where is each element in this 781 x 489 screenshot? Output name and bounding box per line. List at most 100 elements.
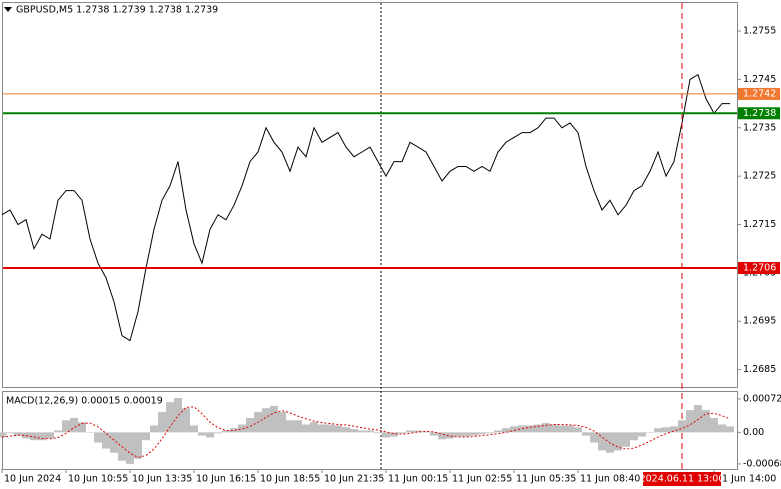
x-tick-label: 10 Jun 16:15 <box>196 474 256 485</box>
macd-bar <box>614 432 622 451</box>
price-line <box>1 73 730 342</box>
macd-bar <box>126 432 134 464</box>
macd-bar <box>446 432 454 439</box>
macd-bar <box>30 432 38 441</box>
macd-bar <box>590 432 598 443</box>
y-tick-label: 1.2745 <box>743 74 776 85</box>
macd-bar <box>462 432 470 437</box>
y-tick-label: 1.2755 <box>743 26 776 37</box>
macd-bar <box>206 432 214 438</box>
x-tick-label: 11 Jun 00:15 <box>388 474 448 485</box>
macd-bar <box>246 417 254 433</box>
macd-bar <box>198 432 206 436</box>
macd-bar <box>470 432 478 436</box>
macd-bar <box>62 420 70 433</box>
x-tick-label: 11 Jun 08:40 <box>580 474 640 485</box>
macd-bar <box>638 432 646 437</box>
macd-bar <box>534 424 542 433</box>
x-tick-label: 11 Jun 05:35 <box>516 474 576 485</box>
macd-bar <box>502 428 510 433</box>
macd-bar <box>422 431 430 433</box>
macd-bar <box>430 432 438 436</box>
y-tick-label: -0.00068 <box>743 458 781 469</box>
menu-arrow <box>4 7 12 12</box>
macd-bar <box>342 427 350 433</box>
macd-bar <box>326 424 334 433</box>
macd-bar <box>94 432 102 443</box>
macd-bar <box>686 410 694 433</box>
macd-bar <box>310 422 318 433</box>
macd-bar <box>646 432 654 433</box>
macd-bar <box>142 432 150 441</box>
macd-panel <box>2 391 738 470</box>
macd-bar <box>286 420 294 433</box>
x-tick-label: 10 Jun 18:55 <box>260 474 320 485</box>
macd-bar <box>390 432 398 437</box>
macd-bar <box>262 408 270 433</box>
y-tick-label: 0.00072 <box>743 393 781 404</box>
macd-bar <box>414 430 422 433</box>
macd-bar <box>302 424 310 433</box>
macd-bar <box>526 425 534 433</box>
macd-bar <box>102 432 110 449</box>
y-tick-label: 1.2735 <box>743 122 776 133</box>
macd-bar <box>630 432 638 441</box>
level-label: 1.2742 <box>743 88 776 99</box>
macd-bar <box>406 430 414 433</box>
plot: 1.27551.27451.27351.27251.27151.27051.26… <box>0 3 781 486</box>
macd-bar <box>478 432 486 435</box>
macd-bar <box>374 432 382 434</box>
macd-bar <box>158 411 166 433</box>
x-tick-label: 10 Jun 10:55 <box>68 474 128 485</box>
macd-bar <box>150 425 158 433</box>
macd-bar <box>174 398 182 433</box>
x-tick-label: 10 Jun 13:35 <box>132 474 192 485</box>
macd-bar <box>438 432 446 440</box>
macd-bar <box>278 411 286 433</box>
macd-bar <box>0 432 6 438</box>
x-tick-label: 10 Jun 2024 <box>4 474 61 485</box>
macd-bar <box>86 432 94 433</box>
level-label: 1.2738 <box>743 108 776 119</box>
macd-bar <box>454 432 462 437</box>
macd-bar <box>566 425 574 433</box>
macd-bar <box>494 430 502 433</box>
macd-bar <box>726 426 734 433</box>
macd-bar <box>510 426 518 433</box>
macd-bar <box>70 417 78 433</box>
macd-bar <box>542 423 550 433</box>
macd-bar <box>486 432 494 434</box>
main-panel <box>2 2 738 388</box>
macd-bar <box>366 430 374 433</box>
crosshair-badge <box>643 472 721 486</box>
macd-bar <box>550 424 558 433</box>
macd-bar <box>334 425 342 433</box>
x-tick-label: 11 Jun 02:55 <box>452 474 512 485</box>
macd-bar <box>110 432 118 453</box>
macd-bar <box>662 427 670 433</box>
x-tick-label: 11 Jun 14:00 <box>716 474 776 485</box>
macd-title: MACD(12,26,9) 0.00015 0.00019 <box>6 396 163 407</box>
macd-bar <box>190 425 198 433</box>
level-badge <box>738 87 780 100</box>
y-tick-label: 1.2725 <box>743 171 776 182</box>
x-tick-label: 10 Jun 21:35 <box>324 474 384 485</box>
macd-bar <box>622 432 630 447</box>
macd-bar <box>230 428 238 433</box>
macd-bar <box>166 402 174 433</box>
macd-bar <box>14 432 22 436</box>
macd-bar <box>558 425 566 433</box>
macd-bar <box>238 424 246 433</box>
y-tick-label: 1.2685 <box>743 364 776 375</box>
y-tick-label: 1.2715 <box>743 219 776 230</box>
macd-bar <box>182 408 190 433</box>
macd-bar <box>78 422 86 433</box>
chart-title: GBPUSD,M5 1.2738 1.2739 1.2738 1.2739 <box>16 5 218 16</box>
macd-bar <box>318 424 326 433</box>
macd-bar <box>678 420 686 433</box>
crosshair-label: 2024.06.11 13:00 <box>640 474 725 485</box>
macd-bar <box>214 432 222 434</box>
macd-bar <box>654 428 662 433</box>
macd-bar <box>38 432 46 441</box>
